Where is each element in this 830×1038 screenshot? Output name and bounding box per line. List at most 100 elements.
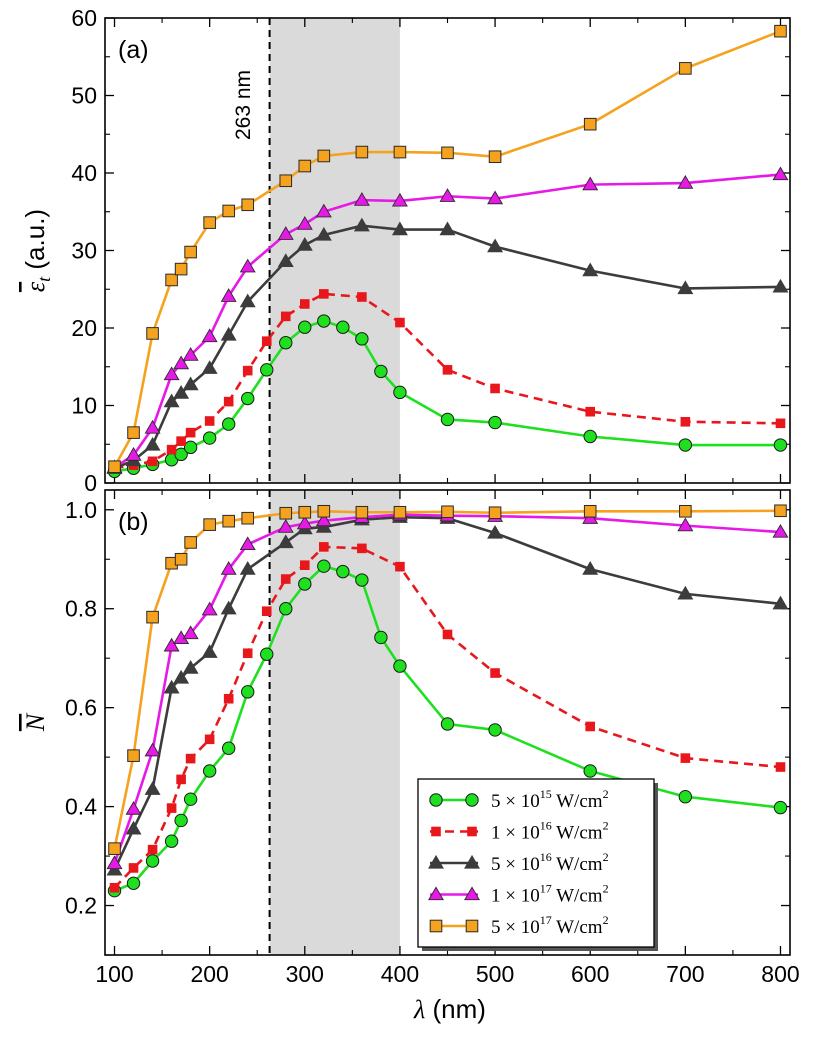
data-point — [298, 505, 312, 519]
data-point — [391, 221, 408, 236]
data-point — [296, 216, 313, 230]
data-point — [677, 280, 694, 295]
data-point — [184, 245, 197, 259]
data-point — [202, 764, 217, 778]
legend-label: 1 × 1016 W/cm2 — [491, 819, 609, 844]
data-point — [173, 355, 190, 370]
data-point — [241, 511, 255, 525]
data-point — [163, 679, 180, 694]
data-point — [241, 391, 255, 406]
x-tick-label: 700 — [666, 961, 704, 987]
data-point — [279, 336, 293, 350]
legend-marker — [467, 826, 477, 837]
data-point — [319, 289, 329, 299]
legend-exponent: 17 — [540, 913, 552, 927]
data-point — [108, 842, 121, 855]
legend-unit: W/cm — [552, 791, 603, 812]
legend-unit-exponent: 2 — [603, 850, 609, 864]
data-point — [680, 753, 691, 763]
data-point — [296, 236, 313, 251]
data-point — [173, 385, 190, 399]
series-line — [114, 564, 781, 892]
data-point — [260, 647, 274, 661]
legend-exponent: 17 — [540, 882, 552, 896]
data-point — [163, 366, 180, 381]
series-3 — [106, 217, 789, 474]
data-point — [355, 573, 369, 587]
y-axis-subscript: t — [34, 276, 54, 282]
data-point — [678, 438, 693, 452]
series-1 — [107, 559, 788, 898]
data-point — [184, 536, 197, 549]
y-tick-label: 0.4 — [65, 794, 97, 820]
data-point — [298, 320, 312, 334]
y-tick-label: 10 — [71, 393, 97, 419]
data-point — [442, 365, 453, 375]
x-tick-label: 600 — [571, 961, 609, 987]
data-point — [583, 764, 597, 778]
data-point — [353, 217, 370, 232]
y-tick-label: 0.6 — [65, 695, 97, 721]
data-point — [393, 145, 407, 159]
data-point — [440, 717, 455, 731]
data-point — [583, 117, 597, 131]
data-point — [315, 512, 332, 527]
data-point — [166, 444, 177, 455]
x-axis-symbol: λ — [413, 995, 425, 1024]
data-point — [220, 600, 237, 615]
legend-prefix: 1 × 10 — [491, 886, 540, 907]
data-point — [202, 431, 217, 445]
data-point — [144, 436, 161, 451]
y-tick-label: 0.2 — [65, 893, 97, 919]
data-point — [201, 601, 218, 616]
shaded-region — [269, 18, 400, 483]
legend-entry: 1 × 1016 W/cm2 — [430, 819, 609, 844]
data-point — [147, 456, 158, 467]
data-point — [220, 326, 237, 341]
data-point — [261, 336, 272, 346]
data-point — [439, 188, 456, 202]
series-line — [113, 29, 781, 468]
data-point — [163, 637, 180, 652]
legend-prefix: 5 × 10 — [491, 917, 540, 938]
data-point — [164, 834, 179, 848]
data-point — [336, 320, 350, 334]
data-point — [319, 542, 329, 552]
y-axis-symbol: N — [21, 712, 50, 732]
data-point — [222, 204, 235, 218]
data-point — [166, 803, 177, 813]
data-point — [374, 364, 388, 379]
y-axis-symbol: ε — [21, 281, 50, 292]
data-point — [221, 417, 236, 431]
data-point — [317, 314, 331, 328]
panel-a: 0 10 20 30 40 50 60 (a) εt (a.u.) — [20, 5, 791, 496]
data-point — [280, 311, 291, 322]
legend-marker — [428, 854, 444, 869]
data-point — [203, 518, 216, 531]
data-point — [128, 863, 139, 873]
data-point — [488, 723, 502, 737]
data-point — [279, 602, 293, 616]
legend-exponent: 16 — [540, 850, 552, 864]
series-line — [113, 545, 781, 889]
shaded-region — [269, 490, 400, 955]
legend-label: 5 × 1017 W/cm2 — [491, 913, 609, 938]
y-tick-label: 30 — [71, 238, 97, 264]
data-point — [183, 440, 198, 455]
data-point — [221, 741, 236, 755]
data-point — [239, 258, 256, 273]
data-point — [317, 559, 331, 573]
data-point — [677, 174, 694, 189]
y-tick-label: 50 — [71, 83, 97, 109]
data-point — [242, 648, 253, 659]
data-point — [201, 644, 218, 658]
x-axis-unit: (nm) — [425, 994, 486, 1024]
x-tick-label: 200 — [190, 961, 228, 987]
legend-prefix: 1 × 10 — [491, 823, 540, 844]
data-point — [488, 415, 502, 430]
x-axis-title: λ (nm) — [413, 994, 486, 1024]
series-4 — [106, 166, 789, 474]
series-2 — [109, 542, 786, 893]
legend-entry: 5 × 1016 W/cm2 — [428, 850, 609, 875]
